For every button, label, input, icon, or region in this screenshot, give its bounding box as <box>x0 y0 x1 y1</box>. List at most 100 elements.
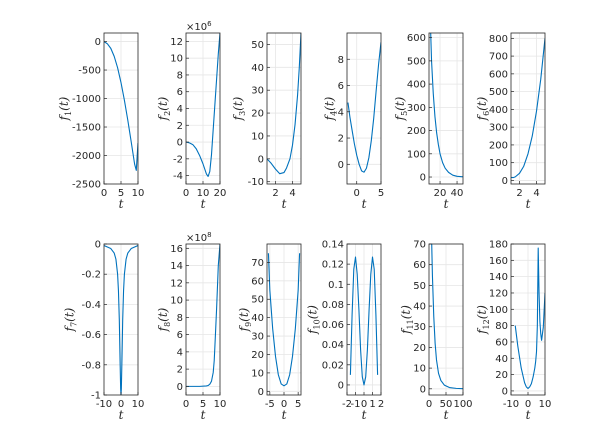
y-tick-label: 500 <box>407 56 426 67</box>
x-tick-label: 2 <box>378 399 384 410</box>
y-tick-label: 6 <box>177 330 183 341</box>
x-tick-label: 1 <box>369 399 375 410</box>
series-line <box>349 256 379 386</box>
y-tick-label: 0 <box>258 387 264 398</box>
y-tick-label: 4 <box>338 107 344 118</box>
axes-box <box>266 32 302 185</box>
x-tick-label: -5 <box>265 399 275 410</box>
y-tick-label: -1 <box>91 391 101 402</box>
y-tick-label: 20 <box>251 109 264 120</box>
x-tick-label: 20 <box>214 188 227 199</box>
x-tick-label: 40 <box>451 188 464 199</box>
y-tick-label: 6 <box>177 87 183 98</box>
x-axis-label: t <box>526 408 531 422</box>
axes-box <box>510 32 546 185</box>
y-axis-label: f1(t) <box>57 96 73 121</box>
x-tick-label: 4 <box>289 188 295 199</box>
y-tick-label: 120 <box>489 288 508 299</box>
x-tick-label: 0 <box>525 399 531 410</box>
y-tick-label: 2 <box>177 365 183 376</box>
y-axis-label: f6(t) <box>475 96 491 121</box>
y-tick-label: 0 <box>502 176 508 187</box>
y-axis-label: f9(t) <box>237 307 253 332</box>
y-tick-label: -0.2 <box>81 270 101 281</box>
subplot-4: 0 5 0 2 4 6 8 t f4(t) <box>322 32 384 211</box>
y-tick-label: 70 <box>251 258 264 269</box>
y-tick-label: 50 <box>251 40 264 51</box>
y-tick-label: 140 <box>489 272 508 283</box>
y-axis-label: f8(t) <box>156 307 172 332</box>
x-axis-label: t <box>201 197 206 211</box>
y-tick-label: 2 <box>177 121 183 132</box>
y-tick-label: 100 <box>489 158 508 169</box>
series-line <box>186 33 220 177</box>
x-tick-label: 5 <box>200 399 206 410</box>
x-axis-label: t <box>201 408 206 422</box>
x-axis-label: t <box>362 408 367 422</box>
y-tick-label: 12 <box>170 278 183 289</box>
series-line <box>267 33 301 175</box>
y-tick-label: 0.12 <box>322 260 344 271</box>
series-line <box>514 247 545 390</box>
y-tick-label: 8 <box>177 70 183 81</box>
y-tick-label: 2 <box>338 134 344 145</box>
y-tick-label: 180 <box>489 240 508 251</box>
axes-box <box>346 32 382 185</box>
x-tick-label: 20 <box>434 188 447 199</box>
series-line <box>186 244 220 387</box>
x-tick-label: 0 <box>354 188 360 199</box>
y-tick-label: 16 <box>170 244 183 255</box>
x-tick-label: 0 <box>118 399 124 410</box>
subplot-2: 0 10 20 -4 -2 0 2 4 6 8 10 12×106 t f2(t) <box>156 20 227 211</box>
x-axis-label: t <box>444 408 449 422</box>
series-line <box>431 244 463 390</box>
series-line <box>347 42 381 173</box>
y-tick-label: 0.14 <box>322 240 344 251</box>
x-axis-label: t <box>119 408 124 422</box>
y-tick-label: -0.8 <box>81 360 101 371</box>
y-tick-label: 6 <box>338 81 344 92</box>
x-tick-label: 4 <box>533 188 539 199</box>
x-tick-label: 10 <box>539 399 552 410</box>
y-tick-label: 160 <box>489 256 508 267</box>
y-tick-label: 10 <box>413 364 426 375</box>
y-tick-label: 20 <box>251 350 264 361</box>
y-tick-label: 40 <box>413 302 426 313</box>
y-tick-label: -2 <box>173 154 183 165</box>
exponent-label: ×106 <box>186 20 212 33</box>
x-tick-label: 0 <box>101 188 107 199</box>
y-tick-label: 100 <box>407 149 426 160</box>
y-tick-label: 10 <box>170 54 183 65</box>
series-line <box>430 33 463 178</box>
y-tick-label: 400 <box>489 105 508 116</box>
y-tick-label: 8 <box>338 55 344 66</box>
y-tick-label: 800 <box>489 34 508 45</box>
y-tick-label: 30 <box>413 322 426 333</box>
y-axis-label: f10(t) <box>306 305 322 335</box>
y-tick-label: 300 <box>489 123 508 134</box>
y-tick-label: 0 <box>420 173 426 184</box>
y-tick-label: 600 <box>407 33 426 44</box>
y-axis-label: f2(t) <box>156 96 172 121</box>
y-tick-label: 0.04 <box>322 340 344 351</box>
y-tick-label: 500 <box>489 87 508 98</box>
y-axis-label: f12(t) <box>475 305 491 335</box>
y-tick-label: 30 <box>251 332 264 343</box>
y-tick-label: 300 <box>407 103 426 114</box>
y-tick-label: -1500 <box>72 123 101 134</box>
y-tick-label: 0 <box>95 37 101 48</box>
y-tick-label: 0 <box>95 240 101 251</box>
series-line <box>267 253 301 387</box>
y-tick-label: 600 <box>489 69 508 80</box>
x-tick-label: 5 <box>118 188 124 199</box>
y-tick-label: -0.4 <box>81 300 101 311</box>
y-axis-label: f5(t) <box>393 96 409 121</box>
y-tick-label: 0.02 <box>322 360 344 371</box>
x-tick-label: 0 <box>426 399 432 410</box>
x-tick-label: 2 <box>272 188 278 199</box>
x-axis-label: t <box>444 197 449 211</box>
y-axis-label: f4(t) <box>322 96 338 121</box>
